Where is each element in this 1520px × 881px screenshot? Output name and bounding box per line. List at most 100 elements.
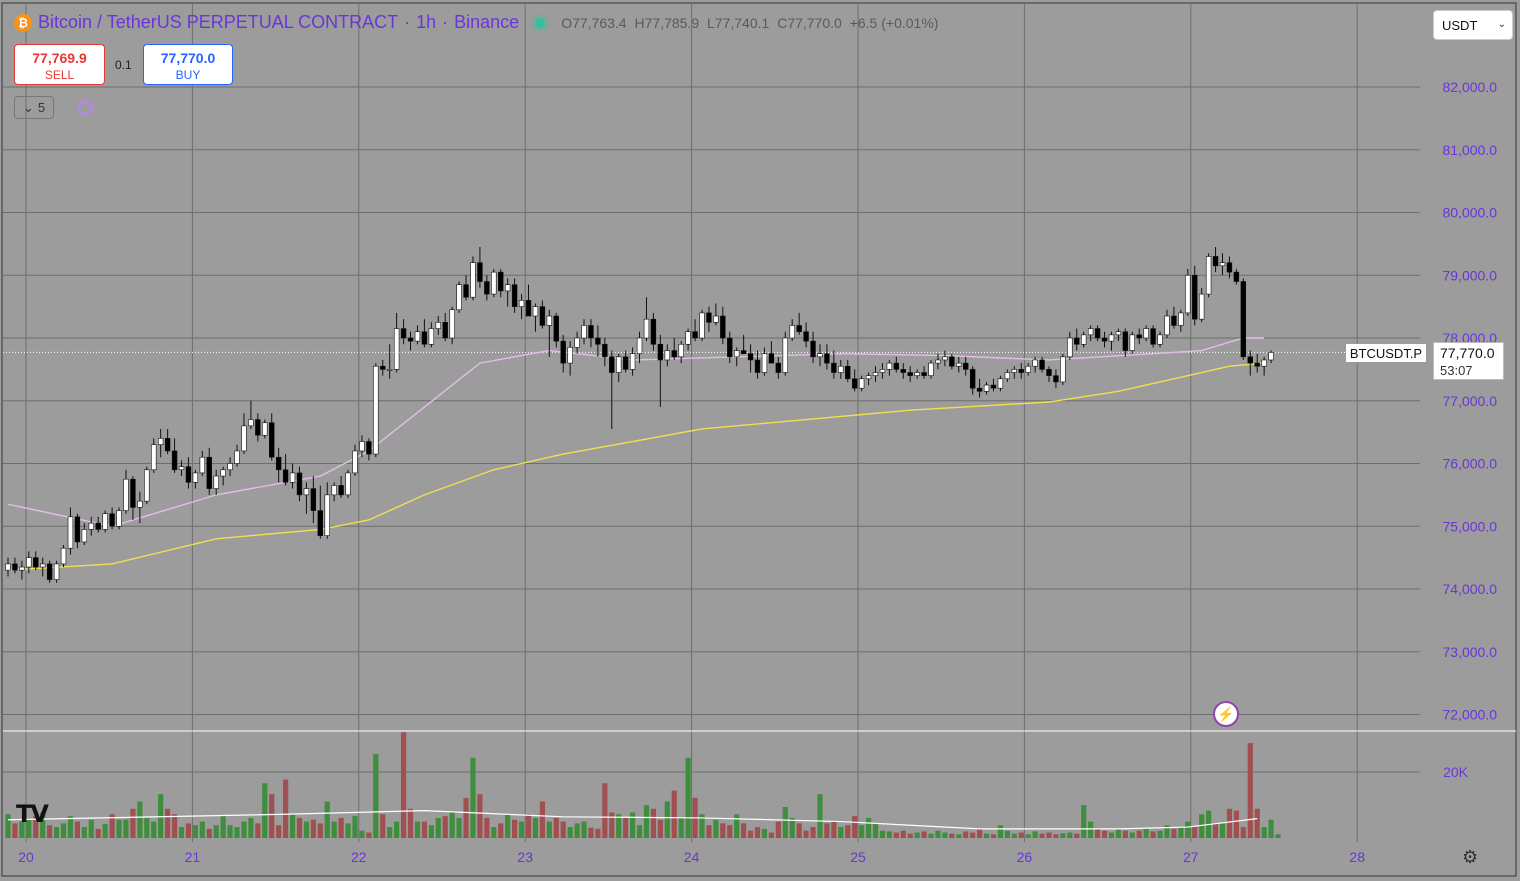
volume-bar <box>727 825 733 838</box>
candle-down <box>463 284 469 298</box>
volume-bar <box>1108 832 1115 838</box>
indicators-collapse-button[interactable]: ⌄ 5 <box>14 96 54 119</box>
volume-bar <box>713 819 719 838</box>
candle-up <box>151 444 157 471</box>
sell-price: 77,769.9 <box>32 50 87 66</box>
volume-bar <box>283 779 289 838</box>
volume-bar <box>1233 810 1239 838</box>
volume-bar <box>414 821 421 838</box>
candle-up <box>782 337 788 373</box>
candle-down <box>164 438 171 452</box>
candle-up <box>713 315 719 323</box>
candle-up <box>1004 372 1011 380</box>
candle-down <box>1018 369 1024 373</box>
volume-bar <box>1185 821 1191 838</box>
volume-bar <box>1074 833 1080 838</box>
candle-up <box>581 325 587 339</box>
volume-bar <box>1240 827 1246 838</box>
volume-bar <box>185 823 192 838</box>
candle-up <box>504 284 511 292</box>
volume-bar <box>893 832 899 838</box>
sell-button[interactable]: 77,769.9 SELL <box>14 44 105 85</box>
candle-up <box>942 356 948 361</box>
candle-down <box>477 262 483 282</box>
volume-bar <box>567 827 573 838</box>
candle-down <box>949 356 955 367</box>
indicators-count: 5 <box>37 100 46 115</box>
buy-label: BUY <box>175 68 201 82</box>
volume-bar <box>754 827 761 838</box>
buy-button[interactable]: 77,770.0 BUY <box>143 44 233 85</box>
candle-down <box>185 466 192 483</box>
lightning-icon[interactable]: ⚡ <box>1213 701 1239 727</box>
candle-down <box>595 337 601 345</box>
high-value: 77,785.9 <box>644 14 700 31</box>
volume-bar <box>942 832 948 838</box>
candle-up <box>838 365 844 373</box>
price-tick-label: 80,000.0 <box>1443 205 1498 221</box>
candle-up <box>532 306 539 317</box>
candle-up <box>102 513 108 530</box>
volume-bar <box>553 817 559 838</box>
symbol-title[interactable]: Bitcoin / TetherUS PERPETUAL CONTRACT <box>38 12 399 32</box>
candle-down <box>976 387 983 392</box>
volume-bar <box>324 801 330 838</box>
candle-down <box>33 557 39 568</box>
candle-down <box>1150 328 1156 345</box>
candle-down <box>622 356 629 370</box>
candle-down <box>657 343 664 361</box>
volume-bar <box>241 821 247 838</box>
candle-up <box>428 328 435 345</box>
candle-down <box>511 284 518 307</box>
candle-up <box>26 557 32 568</box>
candle-up <box>733 350 740 358</box>
candle-up <box>157 438 164 445</box>
candle-down <box>768 353 775 364</box>
currency-select[interactable]: USDT ⌄ <box>1433 10 1513 40</box>
volume-bar <box>720 823 726 838</box>
volume-bar <box>366 832 372 838</box>
candle-up <box>546 315 553 326</box>
price-tick-label: 75,000.0 <box>1443 518 1498 534</box>
volume-bar <box>734 814 740 838</box>
candle-up <box>1157 334 1163 345</box>
candle-down <box>1171 315 1177 326</box>
candle-down <box>1233 271 1240 282</box>
candle-up <box>1081 334 1087 345</box>
candle-up <box>1108 334 1115 342</box>
time-tick-label: 24 <box>684 849 700 865</box>
candle-down <box>706 312 712 323</box>
candle-up <box>53 563 60 580</box>
price-tick-label: 82,000.0 <box>1443 79 1498 95</box>
market-status-icon[interactable] <box>535 17 546 28</box>
volume-bar <box>102 824 108 838</box>
volume-bar <box>498 823 504 838</box>
volume-bar <box>983 833 990 838</box>
candle-down <box>407 337 414 342</box>
candle-down <box>380 365 386 370</box>
price-tick-label: 77,000.0 <box>1443 393 1498 409</box>
candle-up <box>192 472 199 483</box>
separator-dot: · <box>404 12 411 32</box>
candle-down <box>1039 359 1045 370</box>
tradingview-logo[interactable]: TV <box>16 800 49 828</box>
candle-down <box>900 369 906 373</box>
volume-bar <box>19 821 25 838</box>
candle-down <box>1240 281 1247 358</box>
volume-bar <box>831 821 837 838</box>
candle-up <box>386 369 393 371</box>
volume-bar <box>1219 823 1226 838</box>
volume-bar <box>1268 819 1274 838</box>
volume-bar <box>262 783 268 838</box>
candle-up <box>435 322 441 329</box>
volume-bar <box>532 817 539 838</box>
candle-down <box>1094 328 1101 339</box>
volume-bar <box>234 827 240 838</box>
candle-down <box>692 331 698 339</box>
interval-label[interactable]: 1h <box>416 12 437 32</box>
candle-up <box>1219 262 1226 267</box>
gear-icon[interactable]: ⚙ <box>1462 847 1479 867</box>
volume-bar <box>685 757 691 838</box>
indicator-circle-icon[interactable] <box>77 100 93 116</box>
